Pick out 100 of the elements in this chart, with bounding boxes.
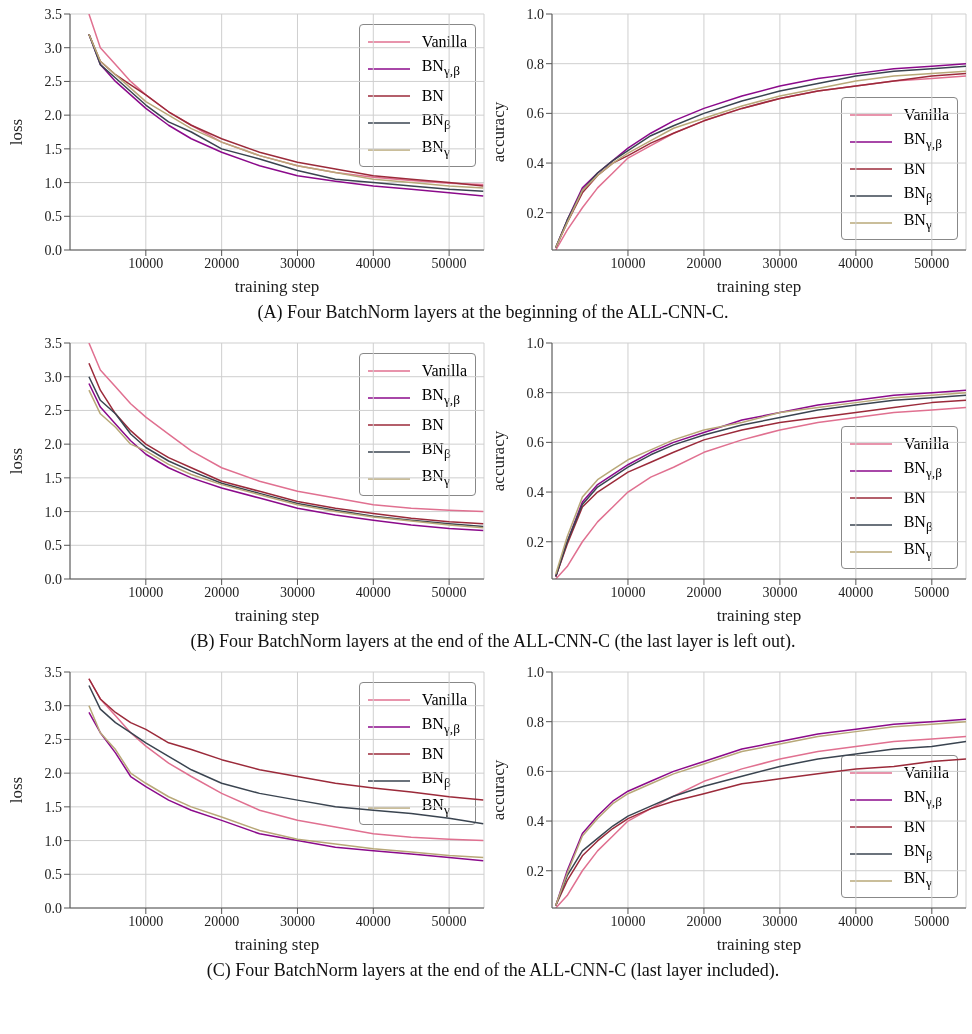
x-tick-label: 40000	[355, 255, 391, 271]
x-tick-label: 10000	[610, 584, 646, 600]
y-tick-label: 0.6	[526, 435, 544, 451]
x-tick-label: 50000	[431, 584, 467, 600]
x-tick-label: 30000	[762, 584, 798, 600]
legend-label: BN	[421, 744, 444, 763]
legend-label: BN$_{γ}$	[903, 869, 932, 892]
y-tick-label: 2.0	[44, 437, 62, 453]
x-axis-title: training step	[234, 935, 320, 954]
legend-label: BN$_{γ}$	[421, 467, 450, 490]
y-tick-label: 0.6	[526, 764, 544, 780]
y-tick-label: 0.5	[44, 867, 62, 883]
x-tick-label: 30000	[279, 913, 315, 929]
y-tick-label: 1.0	[526, 664, 544, 680]
x-tick-label: 50000	[431, 255, 467, 271]
x-tick-label: 50000	[914, 584, 950, 600]
legend-label: Vanilla	[421, 361, 467, 380]
legend-label: Vanilla	[421, 690, 467, 709]
y-axis-title: loss	[7, 447, 27, 475]
y-tick-label: 0.2	[526, 863, 544, 879]
y-tick-label: 1.0	[526, 6, 544, 22]
line-series	[88, 343, 484, 513]
text: (C) Four BatchNorm layers at the end of the ALL-CNN-C (last layer included).	[205, 960, 781, 981]
x-tick-label: 10000	[128, 913, 164, 929]
legend-label: BN	[421, 86, 444, 105]
legend-label: BN	[903, 159, 926, 178]
y-tick-label: 0.2	[526, 205, 544, 221]
x-tick-label: 40000	[838, 913, 874, 929]
y-tick-label: 3.5	[44, 6, 62, 22]
legend-label: BN$_{β}$	[421, 440, 451, 463]
y-tick-label: 1.0	[44, 175, 62, 191]
y-tick-label: 1.5	[44, 141, 62, 157]
y-axis-title: accuracy	[489, 430, 509, 492]
y-axis-title: accuracy	[489, 759, 509, 821]
text: (B) Four BatchNorm layers at the end of the ALL-CNN-C (the last layer is left out).	[189, 631, 797, 652]
legend-label: BN$_{γ,β}$	[421, 57, 460, 80]
legend-label: BN$_{β}$	[421, 769, 451, 792]
x-tick-label: 30000	[762, 255, 798, 271]
text: (A) Four BatchNorm layers at the beginning of the ALL-CNN-C.	[256, 302, 730, 323]
legend-label: BN$_{β}$	[903, 184, 933, 207]
y-tick-label: 3.5	[44, 335, 62, 351]
x-axis-title: training step	[716, 277, 802, 296]
y-axis-title: accuracy	[489, 101, 509, 163]
x-tick-label: 40000	[838, 255, 874, 271]
y-tick-label: 0.8	[526, 56, 544, 72]
y-tick-label: 0.4	[526, 814, 544, 830]
legend-label: BN	[903, 817, 926, 836]
y-tick-label: 0.8	[526, 385, 544, 401]
y-axis-title: loss	[7, 776, 27, 804]
y-tick-label: 0.0	[44, 242, 62, 258]
y-tick-label: 3.0	[44, 40, 62, 56]
x-tick-label: 40000	[838, 584, 874, 600]
legend-label: BN$_{β}$	[903, 513, 933, 536]
x-tick-label: 10000	[128, 584, 164, 600]
x-axis-title: training step	[716, 935, 802, 954]
y-tick-label: 0.2	[526, 534, 544, 550]
x-tick-label: 50000	[914, 913, 950, 929]
legend-label: BN$_{γ,β}$	[903, 788, 942, 811]
x-tick-label: 50000	[914, 255, 950, 271]
y-tick-label: 0.0	[44, 900, 62, 916]
y-tick-label: 3.0	[44, 698, 62, 714]
x-tick-label: 40000	[355, 584, 391, 600]
y-tick-label: 1.5	[44, 799, 62, 815]
x-tick-label: 10000	[610, 913, 646, 929]
x-tick-label: 20000	[686, 584, 722, 600]
x-tick-label: 10000	[128, 255, 164, 271]
legend-label: Vanilla	[421, 32, 467, 51]
y-tick-label: 1.0	[526, 335, 544, 351]
legend-label: BN$_{γ,β}$	[421, 386, 460, 409]
legend-label: BN	[903, 488, 926, 507]
y-axis-title: loss	[7, 118, 27, 146]
legend-label: BN$_{γ}$	[903, 540, 932, 563]
legend-label: BN$_{γ,β}$	[421, 715, 460, 738]
legend-label: BN$_{γ}$	[903, 211, 932, 234]
legend-label: BN$_{β}$	[421, 111, 451, 134]
legend-label: BN$_{γ}$	[421, 138, 450, 161]
x-tick-label: 50000	[431, 913, 467, 929]
legend-label: BN	[421, 415, 444, 434]
y-tick-label: 0.6	[526, 106, 544, 122]
y-tick-label: 0.5	[44, 209, 62, 225]
x-tick-label: 30000	[762, 913, 798, 929]
x-tick-label: 20000	[204, 913, 240, 929]
y-tick-label: 3.0	[44, 369, 62, 385]
y-tick-label: 2.5	[44, 732, 62, 748]
x-tick-label: 40000	[355, 913, 391, 929]
legend-label: Vanilla	[903, 763, 949, 782]
y-tick-label: 3.5	[44, 664, 62, 680]
y-tick-label: 0.0	[44, 571, 62, 587]
y-tick-label: 2.5	[44, 403, 62, 419]
y-tick-label: 0.4	[526, 485, 544, 501]
x-axis-title: training step	[234, 606, 320, 625]
x-tick-label: 20000	[686, 913, 722, 929]
y-tick-label: 1.0	[44, 833, 62, 849]
x-tick-label: 20000	[204, 584, 240, 600]
y-tick-label: 0.8	[526, 714, 544, 730]
legend-label: BN$_{γ}$	[421, 796, 450, 819]
y-tick-label: 1.5	[44, 470, 62, 486]
x-axis-title: training step	[716, 606, 802, 625]
legend-label: BN$_{γ,β}$	[903, 459, 942, 482]
y-tick-label: 2.0	[44, 766, 62, 782]
